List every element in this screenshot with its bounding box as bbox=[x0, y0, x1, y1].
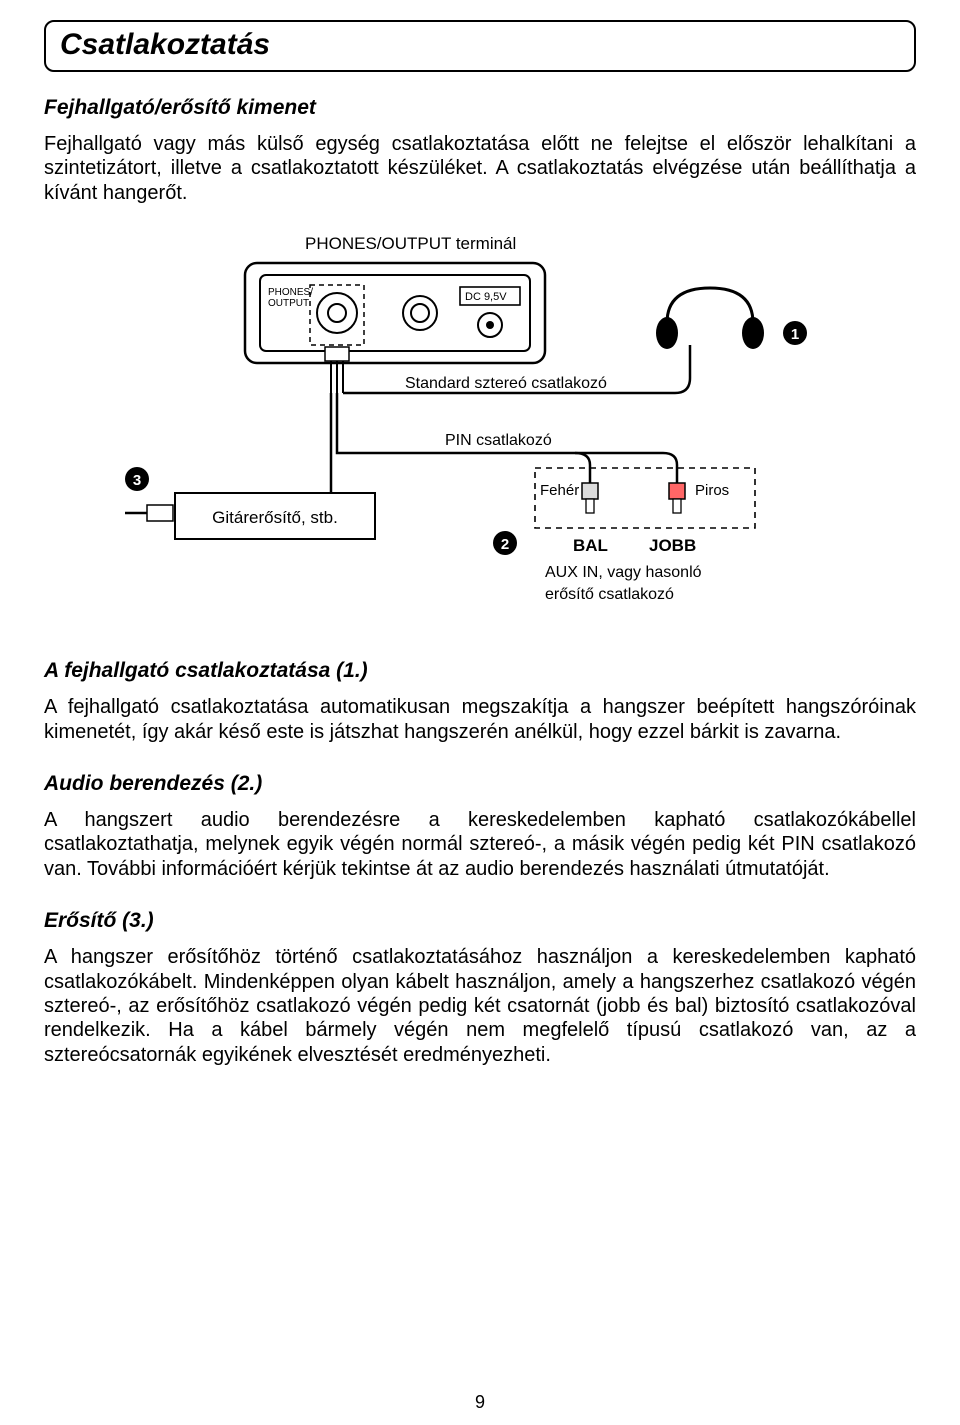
section-3-heading: Erősítő (3.) bbox=[44, 909, 916, 933]
center-knob-inner bbox=[411, 304, 429, 322]
standard-conn-label: Standard sztereó csatlakozó bbox=[405, 375, 607, 392]
phones-jack-inner bbox=[328, 304, 346, 322]
section-2: Audio berendezés (2.) A hangszert audio … bbox=[44, 772, 916, 881]
section-2-para: A hangszert audio berendezésre a kereske… bbox=[44, 808, 916, 881]
section-1-para: A fejhallgató csatlakoztatása automatiku… bbox=[44, 695, 916, 744]
page-title: Csatlakoztatás bbox=[60, 28, 900, 62]
red-rca-plug bbox=[669, 483, 685, 499]
amp-box-text: Gitárerősítő, stb. bbox=[212, 508, 338, 527]
headphones-icon bbox=[656, 288, 764, 349]
number-1-text: 1 bbox=[791, 326, 799, 343]
dc-jack-inner bbox=[486, 321, 494, 329]
aux-line1: AUX IN, vagy hasonló bbox=[545, 564, 702, 581]
phones-label-line2: OUTPUT bbox=[268, 298, 309, 309]
intro-section: Fejhallgató/erősítő kimenet Fejhallgató … bbox=[44, 96, 916, 205]
stereo-plug-body bbox=[325, 347, 349, 361]
number-3-text: 3 bbox=[133, 472, 141, 489]
page-title-box: Csatlakoztatás bbox=[44, 20, 916, 72]
red-label: Piros bbox=[695, 482, 729, 499]
white-label: Fehér bbox=[540, 482, 579, 499]
bal-label: BAL bbox=[573, 536, 608, 555]
diagram-svg: PHONES/OUTPUT terminál PHONES/ OUTPUT DC… bbox=[115, 233, 845, 633]
intro-heading: Fejhallgató/erősítő kimenet bbox=[44, 96, 916, 120]
page-number: 9 bbox=[0, 1392, 960, 1413]
white-rca-plug bbox=[582, 483, 598, 499]
section-3: Erősítő (3.) A hangszer erősítőhöz törté… bbox=[44, 909, 916, 1067]
connection-diagram: PHONES/OUTPUT terminál PHONES/ OUTPUT DC… bbox=[44, 233, 916, 633]
terminal-title-text: PHONES/OUTPUT terminál bbox=[305, 234, 516, 253]
pin-conn-label: PIN csatlakozó bbox=[445, 432, 552, 449]
section-2-heading: Audio berendezés (2.) bbox=[44, 772, 916, 796]
phones-label-line1: PHONES/ bbox=[268, 287, 313, 298]
section-1: A fejhallgató csatlakoztatása (1.) A fej… bbox=[44, 659, 916, 744]
intro-paragraph: Fejhallgató vagy más külső egység csatla… bbox=[44, 132, 916, 205]
section-1-heading: A fejhallgató csatlakoztatása (1.) bbox=[44, 659, 916, 683]
number-2-text: 2 bbox=[501, 536, 509, 553]
aux-line2: erősítő csatlakozó bbox=[545, 586, 674, 603]
jobb-label: JOBB bbox=[649, 536, 696, 555]
section-3-para: A hangszer erősítőhöz történő csatlakozt… bbox=[44, 945, 916, 1067]
dc-label-text: DC 9,5V bbox=[465, 291, 507, 303]
